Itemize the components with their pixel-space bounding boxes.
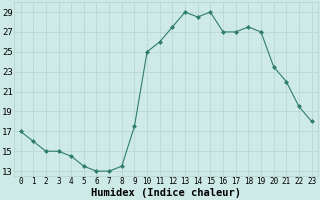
X-axis label: Humidex (Indice chaleur): Humidex (Indice chaleur)	[91, 188, 241, 198]
